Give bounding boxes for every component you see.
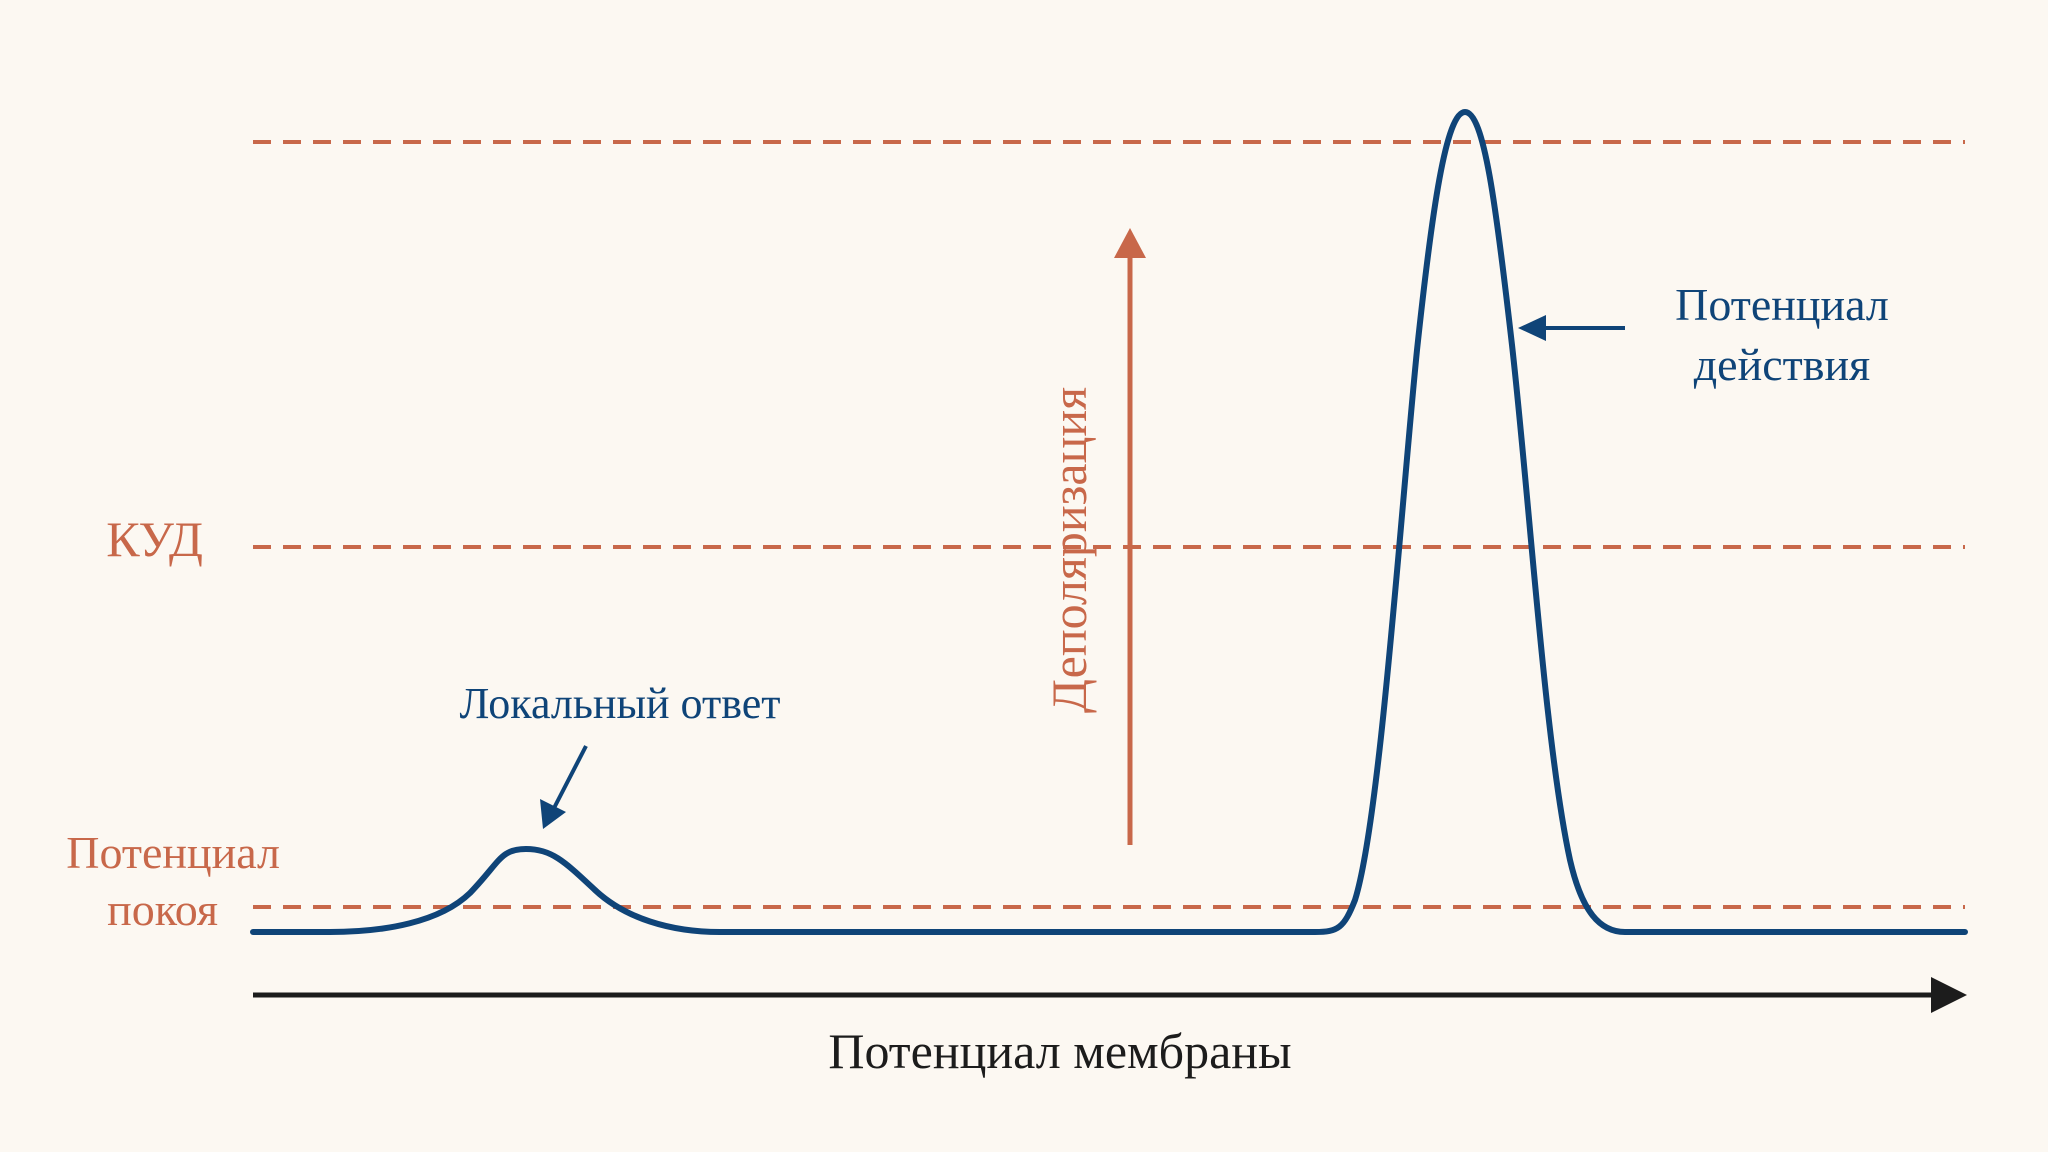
depolarization-label: Деполяризация xyxy=(1041,387,1097,713)
x-axis-label: Потенциал мембраны xyxy=(828,1023,1291,1079)
resting-potential-label-line2: покоя xyxy=(107,884,218,935)
local-response-label: Локальный ответ xyxy=(460,679,781,728)
arrow-right-icon xyxy=(1931,977,1967,1013)
arrow-down-left-icon xyxy=(540,799,566,829)
action-potential-label-line1: Потенциал xyxy=(1675,279,1889,330)
arrow-up-icon xyxy=(1114,228,1146,258)
membrane-potential-curve xyxy=(250,109,1968,935)
arrow-left-icon xyxy=(1518,315,1546,341)
resting-potential-label-line1: Потенциал xyxy=(66,827,280,878)
threshold-label: КУД xyxy=(106,511,203,567)
local-response-pointer-shaft xyxy=(551,745,588,811)
action-potential-label-line2: действия xyxy=(1694,339,1870,390)
